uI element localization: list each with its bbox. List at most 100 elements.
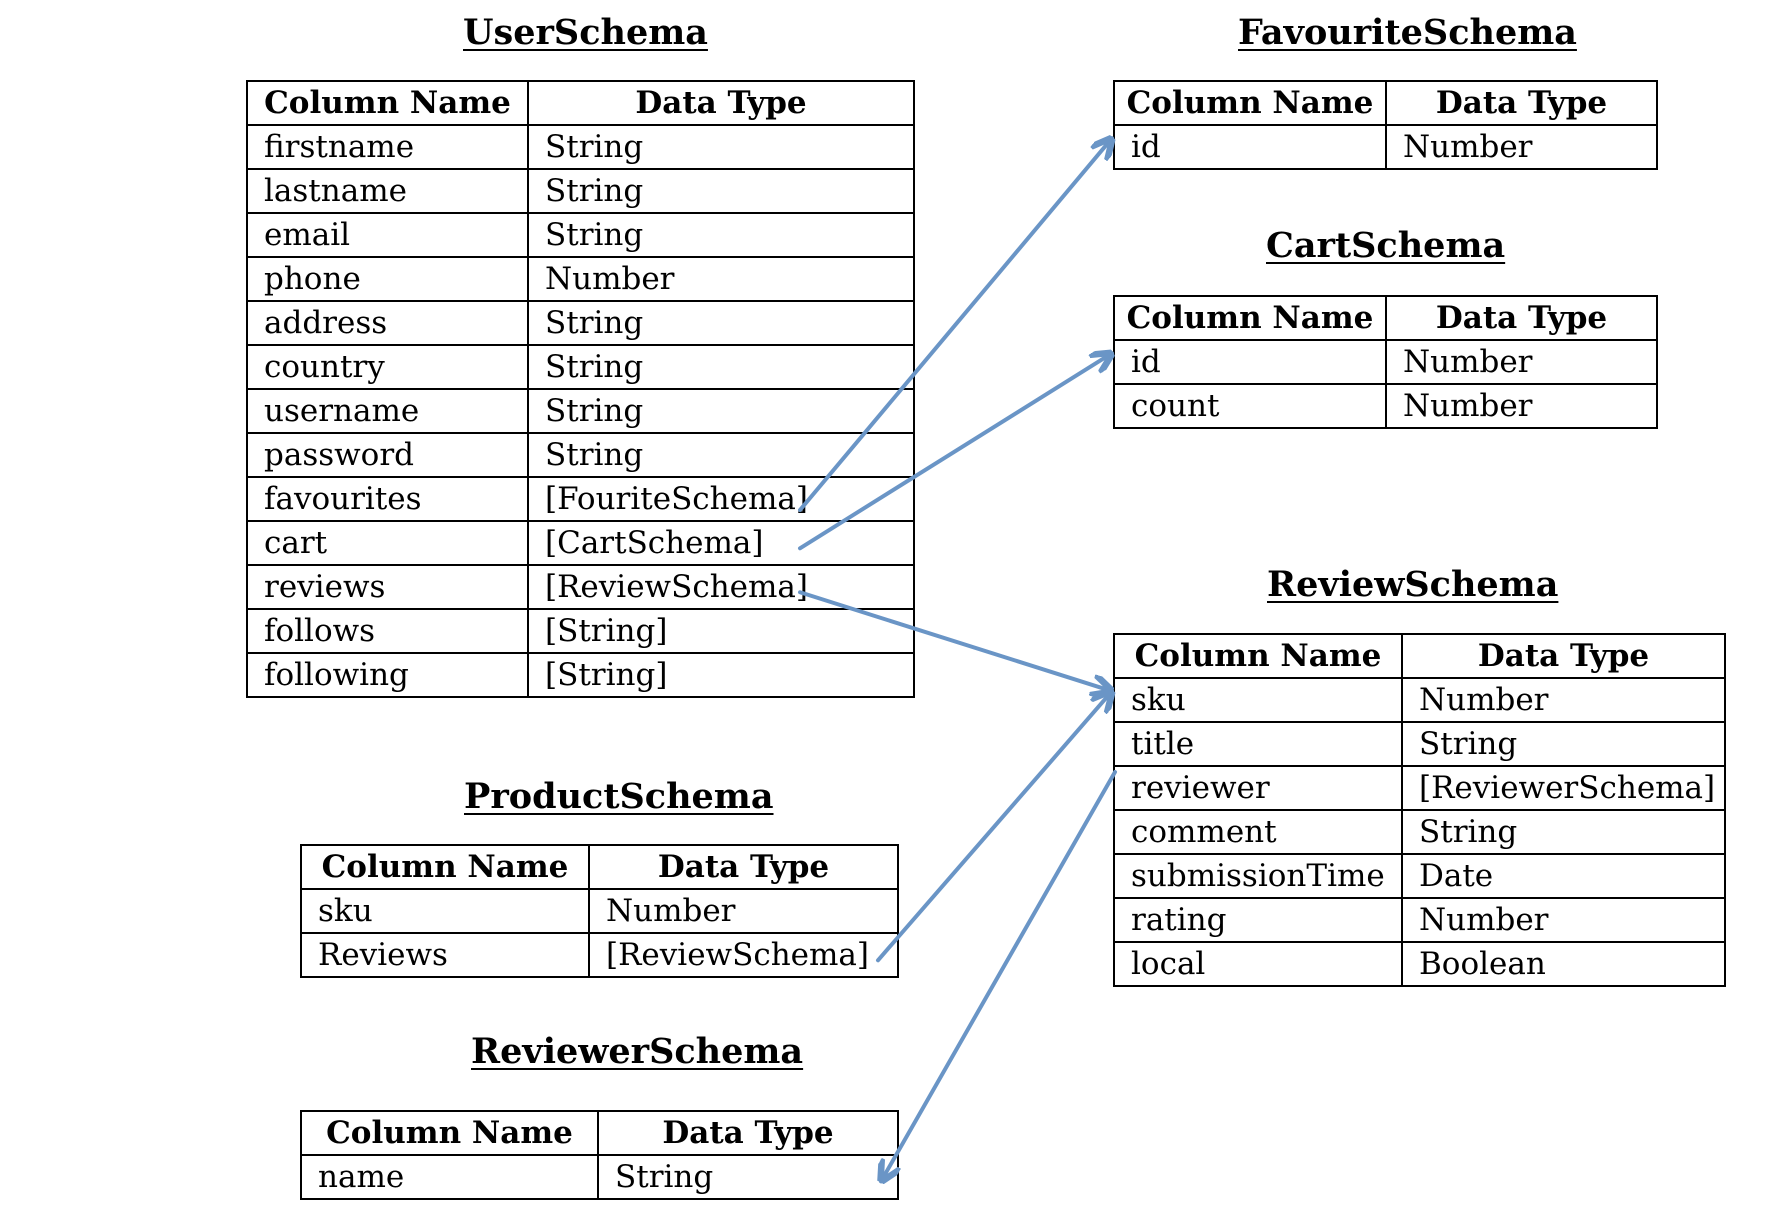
field-type: Number xyxy=(1385,339,1658,385)
table-row: password String xyxy=(246,432,915,478)
header-row: Column Name Data Type xyxy=(300,1110,899,1156)
schema-title: ProductSchema xyxy=(464,776,774,817)
table-row: sku Number xyxy=(1113,677,1726,723)
column-name-header: Column Name xyxy=(1113,633,1403,679)
table-row: count Number xyxy=(1113,383,1658,429)
table-row: follows [String] xyxy=(246,608,915,654)
table-row: rating Number xyxy=(1113,897,1726,943)
table-row: favourites [FouriteSchema] xyxy=(246,476,915,522)
field-name: reviews xyxy=(246,564,529,610)
field-type: [ReviewerSchema] xyxy=(1401,765,1726,811)
header-row: Column Name Data Type xyxy=(1113,633,1726,679)
field-name: reviewer xyxy=(1113,765,1403,811)
field-type: [ReviewSchema] xyxy=(527,564,915,610)
table-row: country String xyxy=(246,344,915,390)
table-row: lastname String xyxy=(246,168,915,214)
table-row: address String xyxy=(246,300,915,346)
data-type-header: Data Type xyxy=(1385,80,1658,126)
table-row: Reviews [ReviewSchema] xyxy=(300,932,899,978)
table-row: comment String xyxy=(1113,809,1726,855)
table-row: title String xyxy=(1113,721,1726,767)
table-row: id Number xyxy=(1113,124,1658,170)
field-type: String xyxy=(527,300,915,346)
header-row: Column Name Data Type xyxy=(1113,80,1658,126)
field-type: Number xyxy=(1401,677,1726,723)
field-type: Date xyxy=(1401,853,1726,899)
table-row: username String xyxy=(246,388,915,434)
table-row: id Number xyxy=(1113,339,1658,385)
field-type: String xyxy=(527,168,915,214)
field-name: email xyxy=(246,212,529,258)
field-name: count xyxy=(1113,383,1387,429)
field-name: comment xyxy=(1113,809,1403,855)
field-name: password xyxy=(246,432,529,478)
field-name: name xyxy=(300,1154,599,1200)
header-row: Column Name Data Type xyxy=(246,80,915,126)
field-name: country xyxy=(246,344,529,390)
field-name: id xyxy=(1113,339,1387,385)
field-type: [FouriteSchema] xyxy=(527,476,915,522)
column-name-header: Column Name xyxy=(246,80,529,126)
table-row: email String xyxy=(246,212,915,258)
field-type: String xyxy=(527,124,915,170)
field-type: [ReviewSchema] xyxy=(588,932,899,978)
schema-title: ReviewSchema xyxy=(1267,564,1559,605)
field-name: id xyxy=(1113,124,1387,170)
table-row: name String xyxy=(300,1154,899,1200)
table-row: firstname String xyxy=(246,124,915,170)
relation-arrow xyxy=(881,770,1117,1181)
column-name-header: Column Name xyxy=(1113,80,1387,126)
schema-title: UserSchema xyxy=(463,12,708,53)
data-type-header: Data Type xyxy=(527,80,915,126)
data-type-header: Data Type xyxy=(588,844,899,890)
field-type: String xyxy=(1401,721,1726,767)
table-row: sku Number xyxy=(300,888,899,934)
field-type: [String] xyxy=(527,652,915,698)
field-name: submissionTime xyxy=(1113,853,1403,899)
field-type: String xyxy=(1401,809,1726,855)
schema-table: Column Name Data Type sku Number Reviews [Rev… xyxy=(300,844,899,978)
field-type: [String] xyxy=(527,608,915,654)
field-type: String xyxy=(527,344,915,390)
schema-table: Column Name Data Type id Number count Number xyxy=(1113,295,1658,429)
field-type: String xyxy=(597,1154,899,1200)
column-name-header: Column Name xyxy=(300,1110,599,1156)
field-name: rating xyxy=(1113,897,1403,943)
data-type-header: Data Type xyxy=(1401,633,1726,679)
field-name: cart xyxy=(246,520,529,566)
field-name: username xyxy=(246,388,529,434)
field-name: follows xyxy=(246,608,529,654)
schema-table: Column Name Data Type firstname String lastn… xyxy=(246,80,915,698)
schema-title: CartSchema xyxy=(1266,225,1506,266)
field-name: firstname xyxy=(246,124,529,170)
table-row: local Boolean xyxy=(1113,941,1726,987)
field-type: Number xyxy=(1385,383,1658,429)
header-row: Column Name Data Type xyxy=(300,844,899,890)
field-type: String xyxy=(527,212,915,258)
table-row: phone Number xyxy=(246,256,915,302)
field-type: Number xyxy=(588,888,899,934)
relation-arrow xyxy=(876,691,1112,963)
field-name: following xyxy=(246,652,529,698)
table-row: following [String] xyxy=(246,652,915,698)
column-name-header: Column Name xyxy=(1113,295,1387,341)
field-name: address xyxy=(246,300,529,346)
field-type: Boolean xyxy=(1401,941,1726,987)
field-type: [CartSchema] xyxy=(527,520,915,566)
table-row: cart [CartSchema] xyxy=(246,520,915,566)
schema-table: Column Name Data Type name String xyxy=(300,1110,899,1200)
table-row: submissionTime Date xyxy=(1113,853,1726,899)
data-type-header: Data Type xyxy=(597,1110,899,1156)
field-type: Number xyxy=(1385,124,1658,170)
field-name: Reviews xyxy=(300,932,590,978)
field-name: favourites xyxy=(246,476,529,522)
schema-title: ReviewerSchema xyxy=(471,1031,804,1072)
field-name: title xyxy=(1113,721,1403,767)
field-type: String xyxy=(527,432,915,478)
field-name: sku xyxy=(300,888,590,934)
field-type: String xyxy=(527,388,915,434)
field-type: Number xyxy=(527,256,915,302)
header-row: Column Name Data Type xyxy=(1113,295,1658,341)
field-name: sku xyxy=(1113,677,1403,723)
schema-table: Column Name Data Type sku Number title String… xyxy=(1113,633,1726,987)
